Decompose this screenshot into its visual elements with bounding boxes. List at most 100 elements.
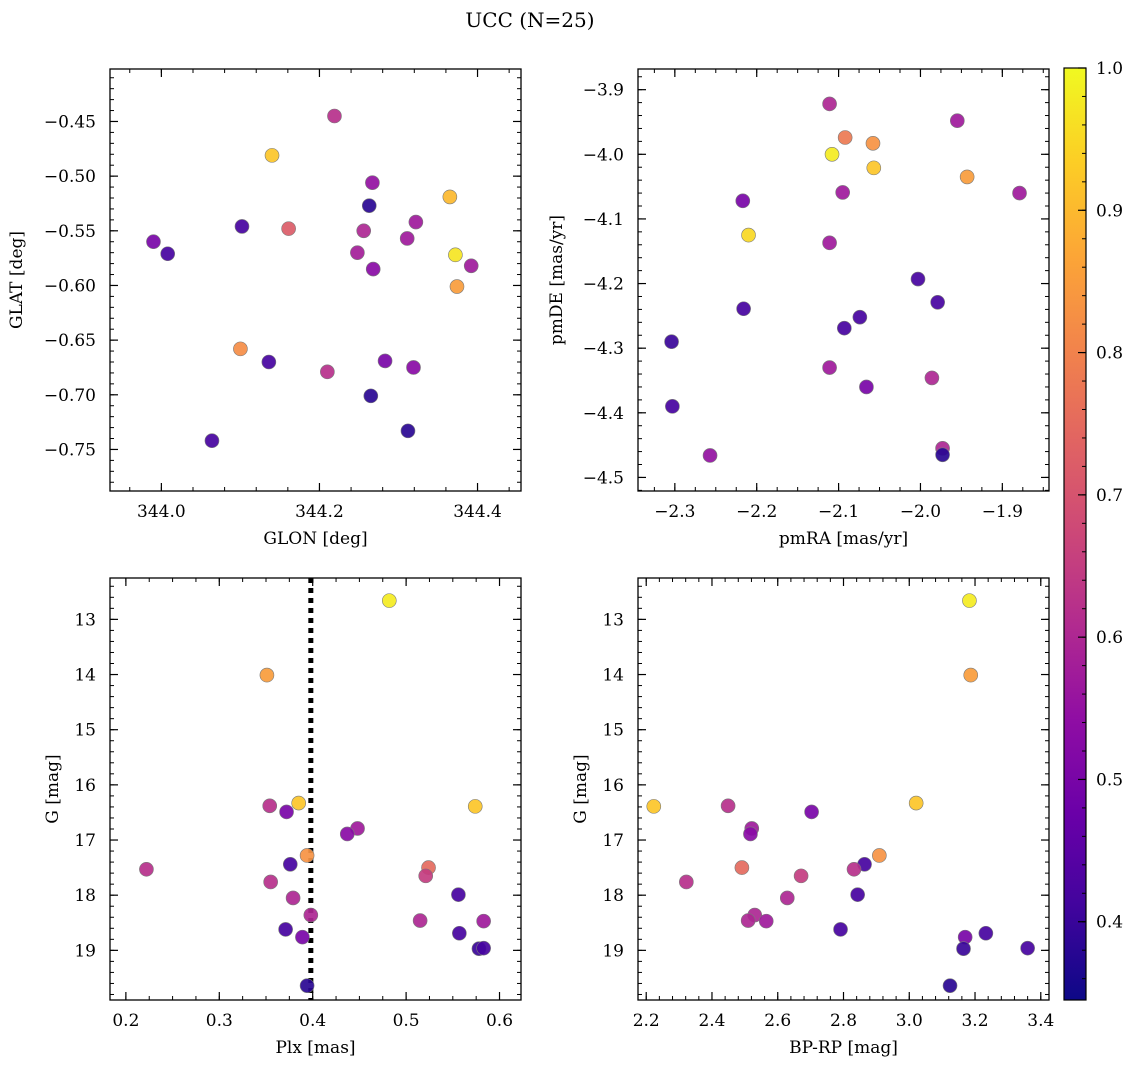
data-point [741,227,756,243]
y-tick-label: 15 [74,721,96,741]
data-point [476,913,491,929]
data-point [363,388,379,404]
x-tick-label: 0.6 [486,1011,513,1031]
data-point [452,925,467,941]
data-point [350,245,365,260]
y-tick-label: −4.5 [583,468,624,488]
data-point [356,223,372,239]
y-tick-label: 16 [602,776,624,796]
figure-title: UCC (N=25) [465,8,594,32]
data-point [451,887,466,902]
data-point [278,922,293,937]
data-point [139,861,154,877]
y-axis-label: G [mag] [43,754,63,823]
data-point [285,890,301,906]
y-tick-label: 14 [602,666,624,686]
x-tick-label: −2.1 [818,502,859,522]
data-point [822,96,837,112]
y-tick-label: 13 [602,610,624,630]
data-point [758,913,774,929]
data-point [824,147,840,162]
data-point [664,334,679,350]
data-point [822,235,837,251]
data-point [734,860,750,875]
x-tick-label: 344.2 [295,502,344,522]
scatter-panel-2: −2.3 −2.2 −2.1 −2.0 −1.9 −3.9 −4.0 −4.1 −4.2 −4.3… [547,68,1050,549]
axes-frame [109,577,522,1001]
data-point [146,234,161,250]
y-tick-label: 19 [74,941,96,961]
data-point [262,798,278,814]
data-point [646,799,662,814]
x-tick-label: 2.2 [633,1011,660,1031]
data-point [837,130,853,145]
data-point [962,593,977,608]
data-point [959,169,975,185]
data-point [463,258,479,274]
data-point [850,887,865,902]
y-tick-label: −0.70 [44,386,96,406]
data-point [327,108,342,124]
data-point [852,309,868,325]
x-axis-label: Plx [mas] [275,1038,355,1058]
data-point [956,941,971,956]
x-axis-label: BP-RP [mag] [789,1038,898,1058]
x-axis-label: pmRA [mas/yr] [779,529,908,549]
data-point [412,913,428,928]
x-tick-label: 3.4 [1027,1011,1054,1031]
data-point [408,214,424,230]
data-point [910,271,926,287]
colorbar-tick-label: 0.4 [1096,913,1123,933]
x-tick-label: −1.9 [982,502,1023,522]
x-tick-label: −2.3 [654,502,695,522]
x-tick-label: −2.2 [736,502,777,522]
data-point [942,978,958,993]
data-point [740,913,756,928]
y-axis-label: GLAT [deg] [7,231,27,329]
axes-frame [637,68,1050,492]
data-points [146,108,479,449]
scatter-panel-3: 0.2 0.3 0.4 0.5 0.6 13 14 15 16 17 18 19 Plx [mas] G … [43,577,522,1058]
data-point [679,874,694,890]
data-point [381,593,397,608]
y-tick-label: 17 [74,831,96,851]
y-tick-label: 18 [602,886,624,906]
data-point [833,922,848,937]
x-tick-label: 0.2 [112,1011,139,1031]
y-tick-label: 15 [602,721,624,741]
x-tick-label: 344.4 [453,502,502,522]
data-point [320,364,335,380]
x-tick-label: 2.6 [764,1011,791,1031]
y-tick-label: −4.4 [583,404,624,424]
data-point [448,247,463,263]
scatter-panels: 344.0 344.2 344.4 −0.45 −0.50 −0.55 −0.60 −0.65… [7,68,1054,1058]
data-point [804,804,819,820]
data-point [950,113,965,128]
data-point [859,379,874,395]
data-point [835,185,850,200]
data-point [866,160,882,176]
data-point [361,198,377,213]
y-tick-label: 18 [74,886,96,906]
y-tick-label: 14 [74,666,96,686]
data-point [418,868,434,884]
data-point [467,799,483,814]
x-tick-label: 3.2 [961,1011,988,1031]
y-tick-label: 19 [602,941,624,961]
colorbar-tick-label: 0.8 [1096,344,1123,364]
colorbar-tick-label: 0.9 [1096,201,1123,221]
data-point [299,978,315,993]
data-point [279,804,294,820]
data-point [935,447,950,463]
data-point [963,667,979,683]
y-tick-label: −4.3 [583,339,624,359]
x-tick-label: 2.4 [698,1011,725,1031]
y-tick-label: 16 [74,776,96,796]
data-point [406,360,421,375]
data-point [377,353,393,369]
x-tick-label: 0.3 [206,1011,233,1031]
data-points [646,593,1035,993]
data-point [846,861,862,877]
data-point [365,175,380,190]
